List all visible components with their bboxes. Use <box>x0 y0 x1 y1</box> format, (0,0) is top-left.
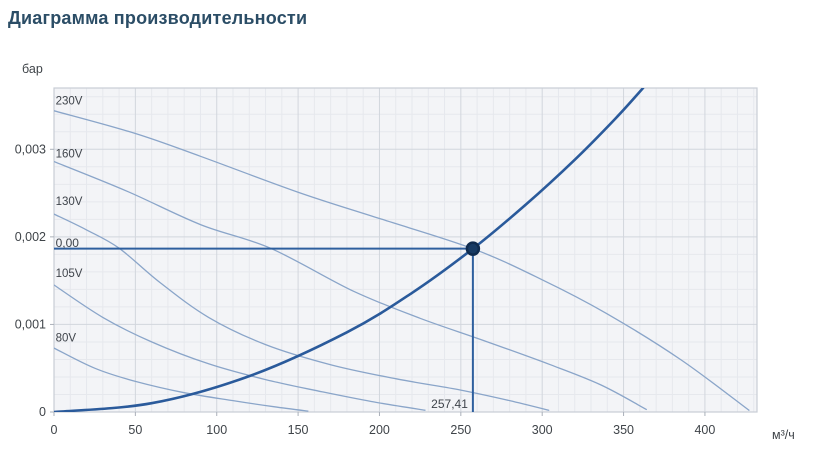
grid <box>54 88 757 412</box>
y-tick-label: 0,003 <box>15 142 46 156</box>
x-tick-label: 350 <box>613 423 634 437</box>
plot-border <box>53 87 758 413</box>
x-tick-label: 150 <box>288 423 309 437</box>
plot-area <box>54 88 757 412</box>
y-tick-label: 0,001 <box>15 317 46 331</box>
fan-curve-160v <box>54 160 647 411</box>
fan-curve-105v <box>54 284 426 411</box>
operating-flow-label: 257,41 <box>431 397 468 411</box>
x-tick-label: 300 <box>532 423 553 437</box>
axis-ticks: 0 50 100 150 200 250 300 350 400 0 0,001 0,002 0,003 <box>15 142 716 437</box>
operating-pressure-label: 0,00 <box>56 236 80 250</box>
x-tick-label: 400 <box>694 423 715 437</box>
curve-label-160v: 160V <box>56 149 83 161</box>
fan-curve-80v <box>54 347 309 412</box>
y-tick-label: 0,002 <box>15 230 46 244</box>
x-tick-label: 250 <box>450 423 471 437</box>
page-title: Диаграмма производительности <box>8 8 308 28</box>
y-tick-label: 0 <box>39 405 46 419</box>
x-tick-label: 0 <box>51 423 58 437</box>
x-tick-label: 100 <box>206 423 227 437</box>
curve-label-105v: 105V <box>56 268 83 280</box>
curve-label-80v: 80V <box>56 333 77 345</box>
system-curve <box>54 88 645 412</box>
y-axis-unit-label: бар <box>22 62 43 76</box>
curves <box>54 88 750 412</box>
curve-labels: 230V 160V 130V 105V 80V 0,00 257,41 <box>56 95 469 411</box>
operating-point-marker[interactable] <box>465 241 481 256</box>
x-axis-unit-label: м³/ч <box>772 428 795 442</box>
curve-label-230v: 230V <box>56 95 83 107</box>
fan-curve-230v <box>54 110 750 411</box>
x-tick-label: 50 <box>128 423 142 437</box>
curve-label-130v: 130V <box>56 196 83 208</box>
x-tick-label: 200 <box>369 423 390 437</box>
